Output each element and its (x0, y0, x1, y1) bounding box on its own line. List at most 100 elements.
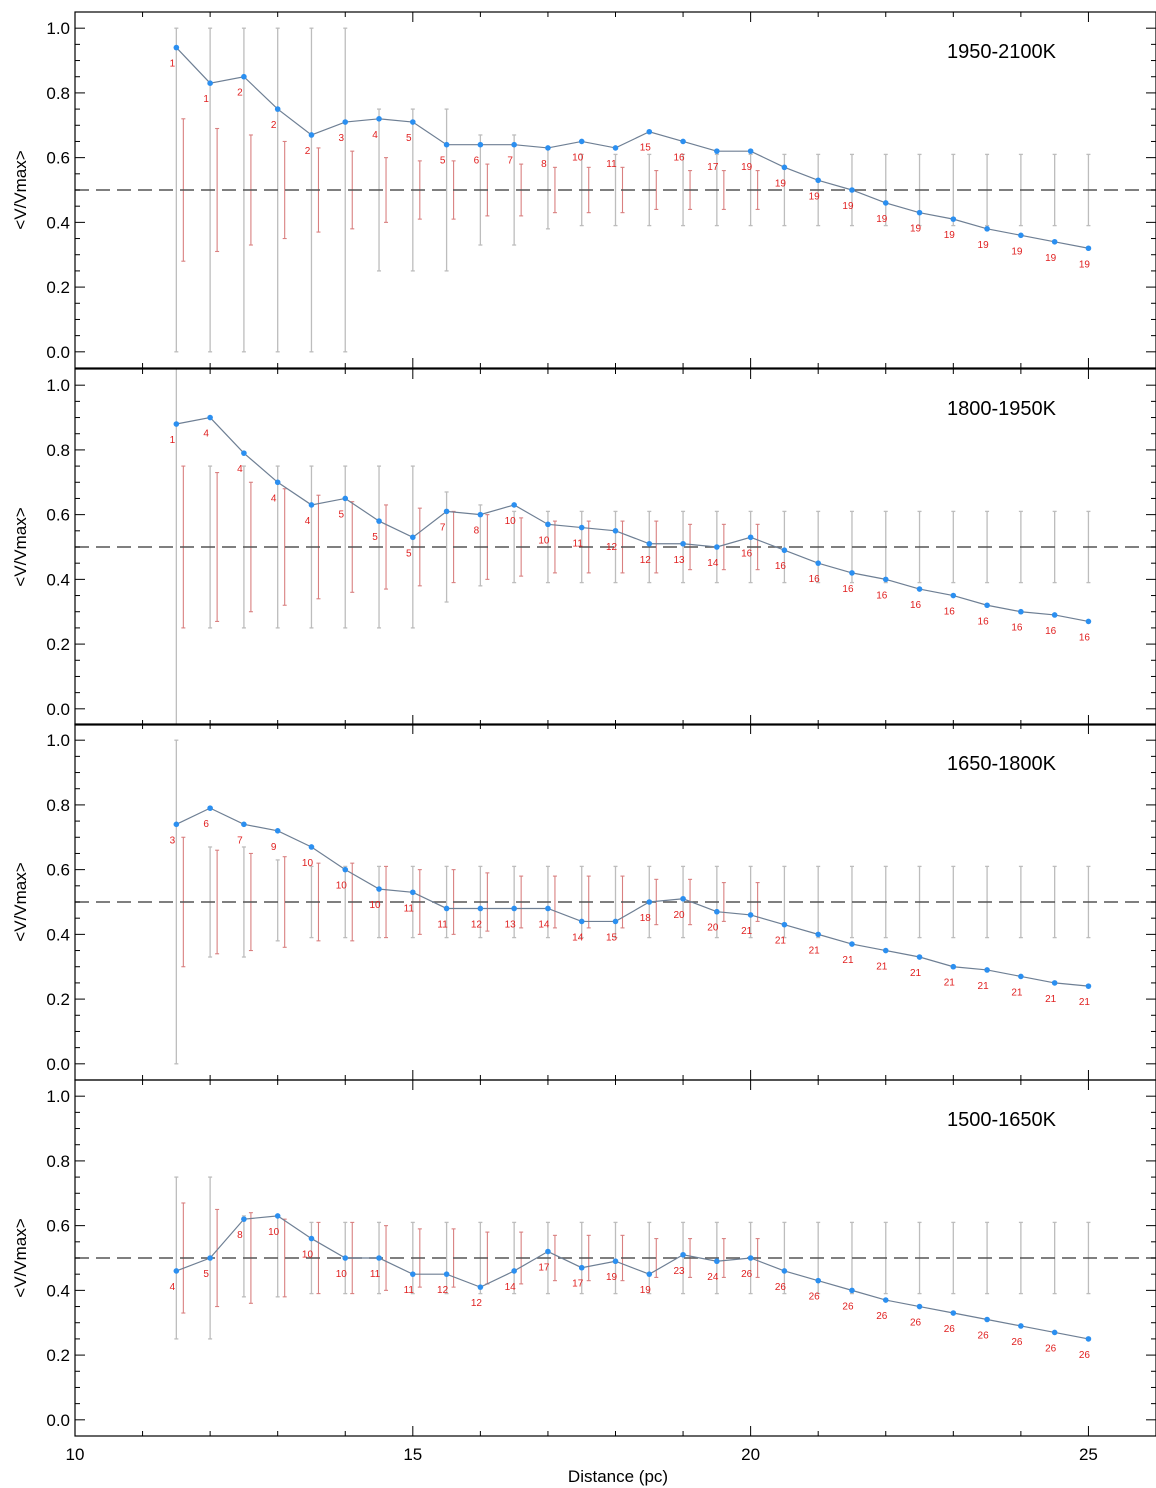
point-count-label: 4 (170, 1282, 176, 1293)
point-count-label: 15 (606, 932, 618, 943)
point-count-label: 16 (978, 616, 990, 627)
point-count-label: 14 (538, 919, 550, 930)
point-count-label: 19 (1079, 259, 1091, 270)
series-line (176, 1215, 1089, 1340)
point-count-label: 11 (573, 539, 584, 550)
point-count-label: 2 (305, 146, 311, 157)
point-count-label: 5 (203, 1269, 209, 1280)
y-tick-label: 0.4 (46, 1281, 70, 1300)
point-count-label: 26 (944, 1324, 956, 1335)
point-count-label: 6 (474, 156, 480, 167)
point-count-label: 5 (372, 532, 378, 543)
data-point (612, 145, 619, 151)
data-point (477, 141, 484, 148)
point-count-label: 19 (876, 214, 888, 225)
y-tick-label: 0.2 (46, 1346, 70, 1365)
data-point (950, 216, 957, 222)
point-count-label: 24 (707, 1272, 719, 1283)
data-point (173, 1268, 180, 1274)
data-point (545, 905, 551, 912)
data-point (781, 547, 788, 554)
point-count-label: 26 (1011, 1337, 1023, 1348)
x-tick-label: 25 (1079, 1445, 1098, 1464)
data-point (1051, 1329, 1058, 1336)
point-count-label: 21 (1045, 994, 1057, 1005)
point-count-label: 16 (1045, 626, 1057, 637)
data-point (410, 534, 416, 541)
y-tick-label: 0.8 (46, 84, 70, 103)
data-point (1051, 238, 1058, 245)
point-count-label: 19 (910, 224, 922, 235)
point-count-label: 4 (372, 130, 378, 141)
point-count-label: 6 (203, 819, 209, 830)
data-point (342, 119, 349, 125)
y-tick-label: 0.8 (46, 1152, 70, 1171)
data-point (241, 73, 247, 80)
data-point (173, 421, 180, 427)
data-point (916, 1303, 923, 1310)
data-point (1018, 1323, 1024, 1329)
point-count-label: 11 (404, 903, 415, 914)
point-count-label: 21 (910, 968, 922, 979)
point-count-label: 10 (302, 858, 314, 869)
data-point (916, 954, 923, 960)
data-point (781, 1268, 788, 1274)
data-point (173, 821, 180, 828)
point-count-label: 16 (842, 584, 854, 595)
point-count-label: 26 (809, 1292, 821, 1303)
data-point (680, 138, 686, 145)
data-point (984, 602, 990, 609)
point-count-label: 11 (437, 919, 448, 930)
y-tick-label: 0.4 (46, 570, 70, 589)
data-point (274, 1213, 281, 1219)
data-point (578, 138, 585, 145)
y-axis-label: <V/Vmax> (11, 150, 30, 229)
point-count-label: 13 (505, 919, 517, 930)
data-point (1085, 618, 1092, 625)
point-count-label: 26 (978, 1330, 990, 1341)
point-count-label: 7 (237, 835, 243, 846)
data-point (511, 1268, 517, 1274)
point-count-label: 5 (406, 548, 412, 559)
point-count-label: 2 (271, 120, 277, 131)
y-tick-label: 0.8 (46, 441, 70, 460)
point-count-label: 19 (741, 162, 753, 173)
point-count-label: 2 (237, 88, 243, 99)
point-count-label: 21 (809, 945, 821, 956)
point-count-label: 10 (505, 516, 517, 527)
data-point (950, 592, 957, 599)
y-tick-label: 0.2 (46, 278, 70, 297)
point-count-label: 12 (471, 1298, 483, 1309)
y-tick-label: 1.0 (46, 376, 70, 395)
data-point (410, 1271, 416, 1277)
point-count-label: 26 (910, 1318, 922, 1329)
data-point (545, 1248, 551, 1255)
data-point (511, 502, 517, 508)
data-point (308, 1235, 315, 1242)
point-count-label: 4 (237, 464, 243, 475)
panel-title: 1650-1800K (947, 753, 1057, 775)
data-point (1051, 980, 1058, 986)
point-count-label: 26 (775, 1282, 787, 1293)
data-point (714, 908, 720, 915)
data-point (680, 540, 686, 547)
point-count-label: 16 (775, 561, 787, 572)
data-point (1085, 1336, 1092, 1342)
data-point (207, 805, 213, 811)
data-point (916, 586, 923, 592)
data-point (1085, 245, 1092, 252)
x-tick-label: 15 (403, 1445, 422, 1464)
point-count-label: 19 (809, 191, 821, 202)
data-point (849, 941, 855, 947)
point-count-label: 21 (775, 936, 787, 947)
point-count-label: 10 (302, 1250, 314, 1261)
data-point (578, 1264, 585, 1271)
point-count-label: 21 (1011, 987, 1023, 998)
point-count-label: 3 (338, 133, 344, 144)
point-count-label: 26 (876, 1311, 888, 1322)
point-count-label: 12 (640, 555, 652, 566)
data-point (950, 1310, 957, 1316)
panel-title: 1950-2100K (947, 41, 1057, 63)
point-count-label: 4 (271, 493, 277, 504)
data-point (207, 1255, 213, 1261)
